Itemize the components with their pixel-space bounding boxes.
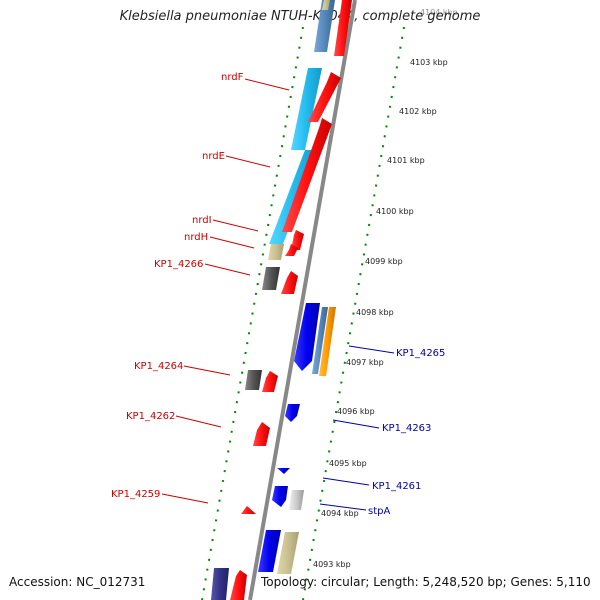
gene-top-red[interactable] [334,0,352,56]
label-nrdF[interactable]: nrdF [221,72,244,83]
tick-4102: 4102 kbp [399,107,437,116]
tick-4095: 4095 kbp [329,459,367,468]
gene-track [211,0,352,600]
tick-4100: 4100 kbp [376,207,414,216]
label-nrdI[interactable]: nrdI [192,215,212,226]
gene-KP1_4263[interactable] [285,404,300,422]
forward-gene-labels: nrdF nrdE nrdI nrdH KP1_4266 KP1_4264 KP… [111,72,244,500]
label-KP1_4262[interactable]: KP1_4262 [126,411,175,422]
reverse-leaders [319,345,395,511]
gene-bottom-red[interactable] [230,570,247,600]
genome-summary: Topology: circular; Length: 5,248,520 bp… [261,575,591,589]
gene-KP1_4265-steel[interactable] [312,307,328,374]
gene-top-steel[interactable] [314,0,335,52]
tick-4093: 4093 kbp [313,560,351,569]
gene-KP1_4266-gray[interactable] [262,267,280,290]
gene-KP1_4262[interactable] [253,422,270,446]
label-stpA[interactable]: stpA [368,506,390,517]
map-title: Klebsiella pneumoniae NTUH-K2044, comple… [119,9,481,24]
kbp-tick-labels: 4104 kbp 4103 kbp 4102 kbp 4101 kbp 4100… [313,8,458,569]
outer-tick-track [302,26,405,600]
gene-nrdI[interactable] [291,230,304,250]
gene-nrdH[interactable] [285,244,298,256]
label-KP1_4263[interactable]: KP1_4263 [382,423,431,434]
inner-tick-track [201,26,304,600]
gene-nrdF[interactable] [291,68,322,150]
gene-KP1_4264-gray[interactable] [245,370,262,390]
tick-4096: 4096 kbp [337,407,375,416]
label-KP1_4259[interactable]: KP1_4259 [111,489,160,500]
gene-bottom-pale[interactable] [277,532,299,574]
label-nrdE[interactable]: nrdE [202,151,225,162]
gene-bottom-navy[interactable] [211,568,229,600]
accession-text: Accession: NC_012731 [9,575,146,589]
label-nrdH[interactable]: nrdH [184,232,208,243]
label-KP1_4265[interactable]: KP1_4265 [396,348,445,359]
gene-KP1_4264-red[interactable] [262,371,278,392]
gene-KP1_4265-orange[interactable] [319,307,336,376]
gene-KP1_4259[interactable] [241,506,256,514]
forward-leaders [161,78,290,504]
tick-4104: 4104 kbp [420,8,458,17]
tick-4097: 4097 kbp [346,358,384,367]
reverse-gene-labels: KP1_4265 KP1_4263 KP1_4261 stpA [368,348,445,517]
tick-4101: 4101 kbp [387,156,425,165]
tick-4103: 4103 kbp [410,58,448,67]
tick-4094: 4094 kbp [321,509,359,518]
label-KP1_4266[interactable]: KP1_4266 [154,259,203,270]
label-KP1_4261[interactable]: KP1_4261 [372,481,421,492]
gene-top-pale[interactable] [322,0,330,10]
tick-4099: 4099 kbp [365,257,403,266]
gene-bottom-blue[interactable] [258,530,281,572]
gene-KP1_4261[interactable] [272,486,288,507]
genome-backbone [248,0,357,600]
gene-pale-small[interactable] [268,244,284,260]
gene-red-a[interactable] [308,72,341,122]
gene-stpA[interactable] [289,490,304,510]
gene-red-b[interactable] [282,118,332,232]
gene-KP1_4265-blue[interactable] [294,303,320,371]
gene-KP1_4266-red[interactable] [281,271,298,294]
tick-4098: 4098 kbp [356,308,394,317]
gene-KP1_4261-small[interactable] [277,468,290,474]
label-KP1_4264[interactable]: KP1_4264 [134,361,183,372]
